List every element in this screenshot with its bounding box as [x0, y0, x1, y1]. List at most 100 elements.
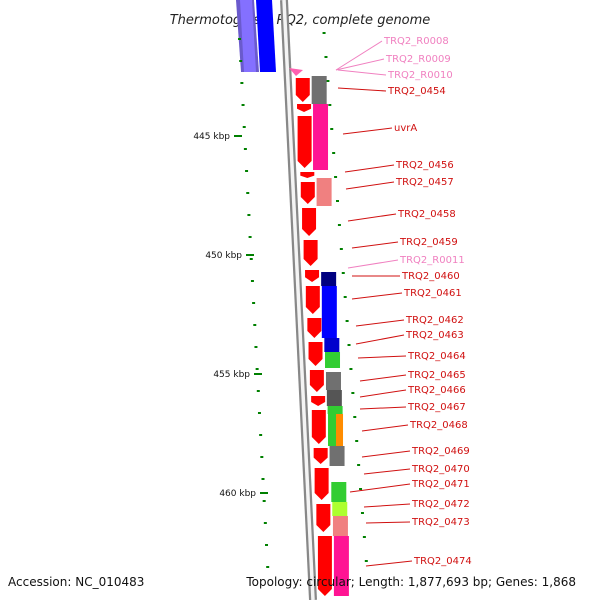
- gene-label[interactable]: TRQ2_0459: [399, 237, 458, 248]
- outer-tick: [347, 344, 351, 346]
- forward-strand-genes: [289, 68, 332, 596]
- gene-label[interactable]: TRQ2_0457: [395, 177, 454, 188]
- gene-leader-line: [344, 164, 395, 173]
- genome-summary-text: Topology: circular; Length: 1,877,693 bp…: [245, 575, 576, 589]
- forward-gene-arrow: [305, 270, 320, 282]
- inner-tick: [256, 390, 260, 392]
- gene-leader-line: [347, 213, 397, 222]
- forward-gene-arrow: [300, 182, 315, 204]
- scale-label: 455 kbp: [213, 370, 250, 380]
- gene-label[interactable]: TRQ2_0454: [387, 86, 446, 97]
- reverse-gene-block: [321, 272, 337, 286]
- gene-label[interactable]: uvrA: [394, 123, 417, 134]
- reverse-gene-block: [325, 372, 341, 390]
- scale-labels: 445 kbp 450 kbp 455 kbp 460 kbp: [193, 132, 268, 499]
- inner-tick: [255, 368, 259, 370]
- inner-tick: [260, 456, 264, 458]
- gene-label[interactable]: TRQ2_0472: [411, 499, 470, 510]
- outer-tick: [337, 224, 341, 226]
- gene-label[interactable]: TRQ2_R0011: [399, 255, 465, 266]
- reverse-gene-block: [311, 76, 327, 104]
- gene-label[interactable]: TRQ2_0456: [395, 160, 454, 171]
- forward-gene-arrow: [305, 286, 320, 314]
- reverse-gene-block: [332, 502, 348, 516]
- gene-leader-line: [337, 69, 387, 76]
- inner-tick: [243, 148, 247, 150]
- outer-tick: [326, 80, 330, 82]
- gene-leader-line: [363, 468, 411, 475]
- inner-tick: [245, 170, 249, 172]
- gene-label[interactable]: TRQ2_0470: [411, 464, 470, 475]
- outer-tick: [355, 440, 359, 442]
- outer-tick: [364, 560, 368, 562]
- reverse-gene-block: [327, 406, 343, 414]
- reverse-strand-genes: [311, 76, 349, 596]
- inner-tick: [254, 346, 258, 348]
- inner-tick: [263, 522, 267, 524]
- genome-backbone-inner: [282, 0, 315, 600]
- gene-leader-line: [355, 319, 405, 327]
- inner-tick: [240, 82, 244, 84]
- gene-label[interactable]: TRQ2_0464: [407, 351, 466, 362]
- reverse-gene-block: [333, 536, 349, 596]
- forward-gene-arrow: [302, 208, 317, 236]
- gene-label[interactable]: TRQ2_0465: [407, 370, 466, 381]
- gene-label[interactable]: TRQ2_0473: [411, 517, 470, 528]
- gene-leader-line: [357, 355, 407, 359]
- forward-rna-mark: [289, 68, 303, 76]
- forward-gene-arrow: [307, 318, 322, 338]
- inner-track-top: [236, 0, 276, 72]
- inner-tick: [239, 60, 243, 62]
- inner-tick: [249, 258, 253, 260]
- forward-gene-arrow: [297, 116, 312, 168]
- reverse-gene-block: [331, 482, 347, 502]
- gene-label[interactable]: TRQ2_0466: [407, 385, 466, 396]
- inner-tick: [253, 324, 257, 326]
- outer-tick: [353, 416, 357, 418]
- outer-tick: [343, 296, 347, 298]
- gene-label[interactable]: TRQ2_R0009: [385, 54, 451, 65]
- reverse-gene-block: [329, 446, 345, 466]
- reverse-gene-block: [313, 104, 329, 170]
- forward-gene-arrow: [311, 396, 326, 406]
- inner-tick: [246, 192, 250, 194]
- outer-tick: [328, 104, 332, 106]
- gene-label[interactable]: TRQ2_0461: [403, 288, 462, 299]
- reverse-gene-block: [324, 338, 340, 352]
- outer-tick: [339, 248, 343, 250]
- forward-gene-arrow: [295, 78, 310, 102]
- gene-label[interactable]: TRQ2_0474: [413, 556, 472, 567]
- inner-block-a-light: [240, 0, 256, 72]
- gene-label[interactable]: TRQ2_R0010: [387, 70, 453, 81]
- outer-tick: [336, 200, 339, 202]
- scale-label: 450 kbp: [205, 251, 242, 261]
- gene-label[interactable]: TRQ2_0458: [397, 209, 456, 220]
- forward-gene-arrow: [316, 504, 331, 532]
- outer-tick: [322, 32, 326, 34]
- accession-text: Accession: NC_010483: [8, 575, 144, 589]
- gene-labels: TRQ2_R0008 TRQ2_R0009 TRQ2_R0010 TRQ2_0454u…: [335, 36, 472, 567]
- reverse-gene-block: [316, 178, 332, 206]
- gene-label[interactable]: TRQ2_0469: [411, 446, 470, 457]
- inner-tick: [247, 214, 251, 216]
- forward-gene-arrow: [311, 410, 326, 444]
- gene-label[interactable]: TRQ2_0462: [405, 315, 464, 326]
- outer-tick: [360, 512, 364, 514]
- outer-tick: [359, 488, 363, 490]
- gene-label[interactable]: TRQ2_0460: [401, 271, 460, 282]
- gene-label[interactable]: TRQ2_0471: [411, 479, 470, 490]
- gene-leader-line: [351, 292, 403, 300]
- outer-tick: [357, 464, 361, 466]
- forward-gene-arrow: [300, 172, 315, 178]
- gene-label[interactable]: TRQ2_0467: [407, 402, 466, 413]
- inner-tick: [266, 566, 270, 568]
- inner-tick: [261, 478, 265, 480]
- gene-leader-line: [359, 389, 407, 398]
- forward-gene-arrow: [313, 448, 328, 464]
- gene-label[interactable]: TRQ2_0463: [405, 330, 464, 341]
- gene-leader-line: [359, 406, 407, 410]
- map-title: Thermotoga sp. RQ2, complete genome: [170, 13, 431, 28]
- gene-label[interactable]: TRQ2_0468: [409, 420, 468, 431]
- forward-gene-arrow: [297, 104, 312, 112]
- gene-label[interactable]: TRQ2_R0008: [383, 36, 449, 47]
